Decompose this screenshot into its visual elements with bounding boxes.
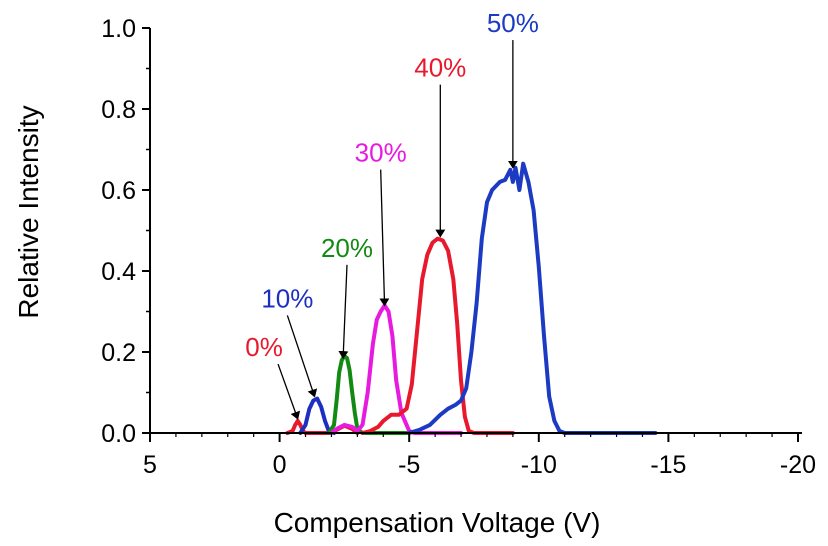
peak-label-10pct: 10% (261, 283, 313, 313)
series-line-30pct (329, 303, 463, 435)
x-tick-label: -20 (780, 451, 816, 479)
peak-arrow-10pct (286, 315, 318, 398)
y-tick-label: 0.6 (101, 177, 136, 205)
y-tick-label: 1.0 (101, 15, 136, 43)
y-tick-label: 0.8 (101, 96, 136, 124)
series-line-50pct (407, 161, 658, 435)
x-tick-label: -10 (521, 451, 557, 479)
series-line-40pct (360, 236, 515, 435)
peak-label-20pct: 20% (321, 233, 373, 263)
plot-area: 0% 10% 20% 30% 40% 50% (149, 8, 799, 435)
peak-label-40pct: 40% (414, 53, 466, 83)
y-axis-title: Relative Intensity (13, 105, 44, 318)
x-tick-label: 0 (273, 451, 287, 479)
peak-label-0pct: 0% (245, 332, 283, 362)
peak-arrow-30pct (379, 169, 390, 307)
y-tick-label: 0.0 (101, 420, 136, 448)
peak-label-30pct: 30% (355, 138, 407, 168)
y-tick-label: 0.2 (101, 339, 136, 367)
x-tick-label: -5 (398, 451, 420, 479)
series-line-10pct (298, 396, 336, 435)
y-tick-label: 0.4 (101, 258, 136, 286)
x-tick-label: 5 (143, 451, 157, 479)
peak-arrow-20pct (338, 264, 349, 360)
peak-label-50pct: 50% (487, 8, 539, 38)
peak-arrow-0pct (277, 363, 301, 420)
x-tick-label: -15 (650, 451, 686, 479)
x-axis-title: Compensation Voltage (V) (274, 507, 601, 538)
axes: 0.0 0.2 0.4 0.6 0.8 1.0 5 0 -5 -10 -15 -20 (101, 15, 816, 479)
